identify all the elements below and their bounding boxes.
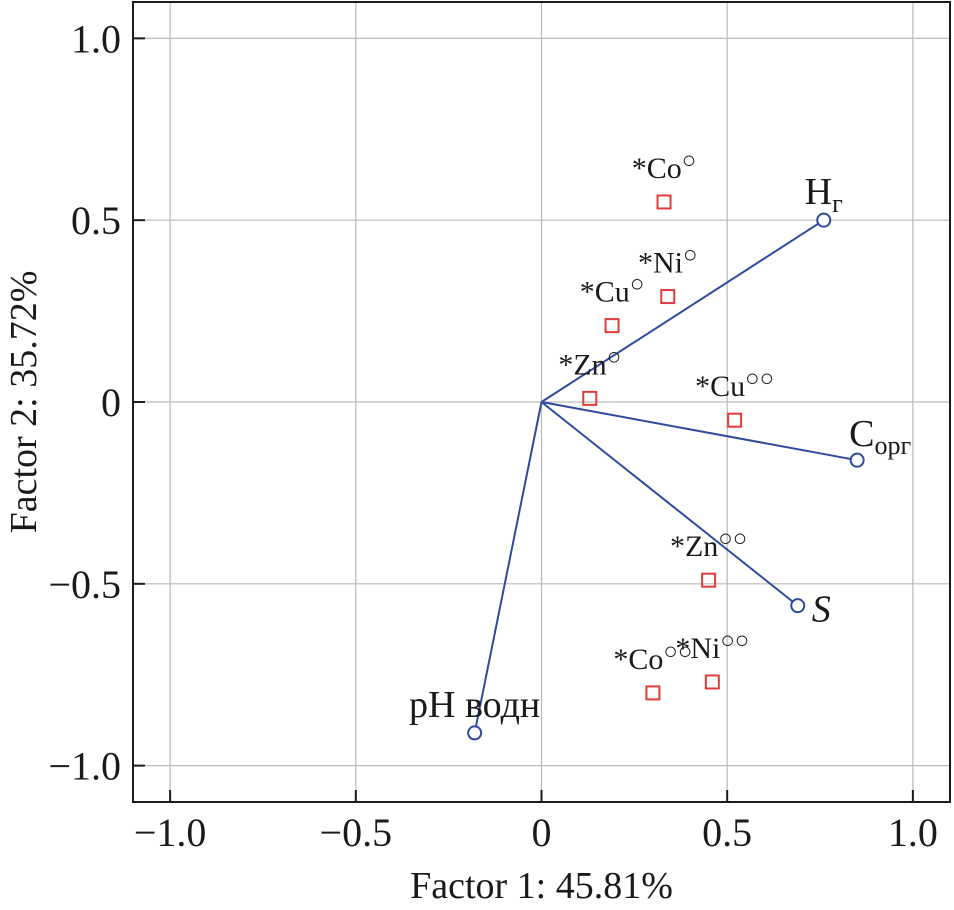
y-tick-label: −0.5 (48, 562, 121, 607)
variable-label: Hг (805, 171, 843, 218)
vector-line (473, 401, 543, 734)
vector-endpoint (790, 598, 806, 614)
y-tick-label: 0.5 (71, 198, 121, 243)
point-marker (704, 674, 720, 690)
vector-endpoint (849, 452, 865, 468)
point-marker (656, 194, 672, 210)
x-tick-label: 1.0 (888, 810, 938, 855)
y-tick-label: 0 (101, 380, 121, 425)
data-points: *Co○ *Ni○*Cu○ *Zn○ *Cu○○ *Zn○○ *Ni○○*Co○○ (558, 148, 774, 701)
point-marker (727, 412, 743, 428)
variable-label: S (812, 589, 831, 631)
vector-line (541, 401, 858, 462)
vector-line (540, 219, 825, 403)
grid (133, 2, 950, 802)
vector-endpoint (467, 725, 483, 741)
point-label: *Zn○ (558, 344, 621, 381)
point-label: *Co○○ (613, 639, 692, 676)
point-label: *Ni○ (638, 243, 698, 280)
x-axis-title: Factor 1: 45.81% (410, 865, 673, 907)
x-tick-label: −0.5 (320, 810, 393, 855)
point-marker (604, 318, 620, 334)
x-tick-label: 0.5 (702, 810, 752, 855)
point-marker (701, 572, 717, 588)
point-label: *Cu○○ (695, 366, 774, 403)
y-tick-label: 1.0 (71, 16, 121, 61)
point-label: *Ni○○ (675, 628, 749, 665)
point-label: *Co○ (632, 148, 697, 185)
x-tick-label: −1.0 (134, 810, 207, 855)
point-label: *Cu○ (580, 272, 645, 309)
point-marker (582, 390, 598, 406)
variable-vectors: Hг Cорг SpH водн (409, 171, 911, 741)
vector-line (540, 401, 799, 607)
y-tick-label: −1.0 (48, 744, 121, 789)
ticks: −1.0 −0.5 0 0.5 1.0 1.0 0.5 0 −0.5 −1.0 (48, 16, 937, 855)
point-marker (645, 685, 661, 701)
y-axis-title: Factor 2: 35.72% (3, 271, 45, 534)
point-marker (660, 289, 676, 305)
variable-label: pH водн (409, 684, 540, 726)
vector-endpoint (816, 212, 832, 228)
x-tick-label: 0 (532, 810, 552, 855)
variable-label: Cорг (849, 413, 911, 460)
point-label: *Zn○○ (670, 526, 747, 563)
